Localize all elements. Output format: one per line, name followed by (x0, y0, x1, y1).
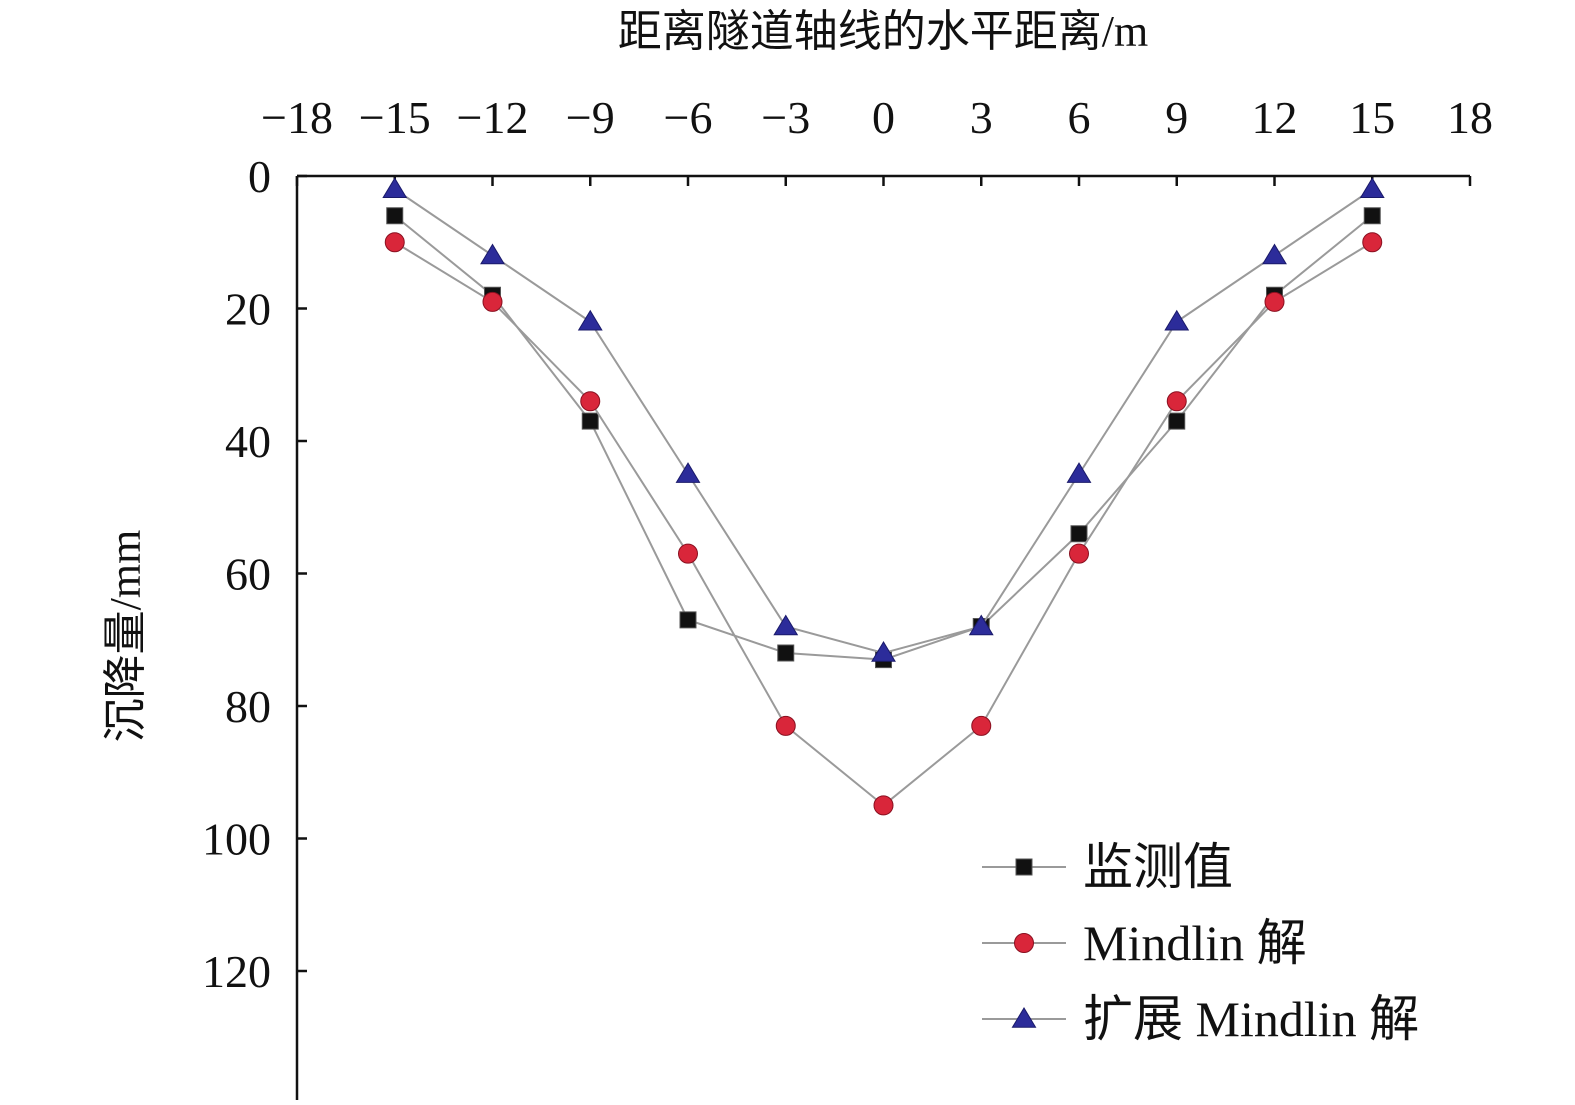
data-point (1164, 309, 1190, 331)
data-point (480, 243, 505, 265)
x-tick-label: −15 (359, 92, 431, 143)
axes: −18 −15 −12 −9 −6 −3 0 3 6 9 12 15 18 0 20 40 60 80 100 120 (202, 92, 1493, 1100)
x-tick-label: 3 (970, 92, 993, 143)
series-1 (384, 232, 1383, 816)
legend: 监测值 Mindlin 解扩展 Mindlin 解 (982, 839, 1419, 1047)
data-point (773, 614, 799, 636)
x-tick-label: −12 (457, 92, 529, 143)
data-point (777, 644, 795, 662)
series-line (394, 241, 1373, 807)
data-point (1264, 291, 1285, 312)
y-tick-label: 0 (248, 151, 271, 202)
legend-marker (1011, 1007, 1037, 1028)
y-tick-label: 80 (225, 681, 271, 732)
data-point (971, 715, 992, 736)
data-point (968, 614, 994, 636)
legend-item: Mindlin 解 (982, 915, 1307, 971)
y-tick-label: 60 (225, 549, 271, 600)
data-point (775, 715, 796, 736)
x-axis-title: 距离隧道轴线的水平距离/m (618, 7, 1148, 56)
data-point (386, 207, 404, 225)
x-tick-label: −3 (761, 92, 810, 143)
legend-label: Mindlin 解 (1083, 915, 1307, 971)
data-point (1359, 177, 1385, 198)
data-point (1070, 525, 1088, 543)
data-point (1363, 207, 1381, 225)
data-point (384, 232, 405, 253)
x-tick-label: 15 (1349, 92, 1395, 143)
legend-label: 扩展 Mindlin 解 (1083, 991, 1419, 1047)
data-point (1168, 412, 1186, 430)
series-line (394, 214, 1373, 661)
legend-label: 监测值 (1083, 839, 1233, 895)
data-point (1166, 391, 1187, 412)
series-line (394, 188, 1373, 655)
data-point (1066, 462, 1092, 483)
data-point (382, 177, 408, 198)
x-tick-label: −18 (261, 92, 333, 143)
legend-item: 扩展 Mindlin 解 (982, 991, 1419, 1047)
data-point (675, 462, 701, 483)
legend-item: 监测值 (982, 839, 1233, 895)
series-2 (382, 177, 1385, 662)
series-0 (386, 207, 1381, 669)
series-layer (382, 177, 1385, 816)
x-tick-label: 9 (1165, 92, 1188, 143)
data-point (581, 412, 599, 430)
data-point (873, 795, 894, 816)
data-point (580, 391, 601, 412)
y-tick-label: 40 (225, 416, 271, 467)
x-tick-label: 12 (1252, 92, 1298, 143)
x-tick-label: 18 (1447, 92, 1493, 143)
x-tick-label: −6 (664, 92, 713, 143)
data-point (871, 641, 896, 662)
y-tick-label: 100 (202, 814, 271, 865)
data-point (1069, 543, 1089, 564)
data-point (678, 543, 698, 564)
x-tick-label: 0 (872, 92, 895, 143)
data-point (1362, 232, 1383, 253)
data-point (679, 611, 697, 629)
y-axis-title: 沉降量/mm (101, 530, 150, 743)
y-tick-label: 20 (225, 284, 271, 335)
legend-marker (1014, 933, 1034, 953)
data-point (1262, 243, 1287, 265)
data-point (577, 309, 603, 331)
x-tick-label: 6 (1068, 92, 1091, 143)
legend-marker (1015, 858, 1033, 876)
y-tick-label: 120 (202, 946, 271, 997)
data-point (482, 291, 503, 312)
x-tick-label: −9 (566, 92, 615, 143)
